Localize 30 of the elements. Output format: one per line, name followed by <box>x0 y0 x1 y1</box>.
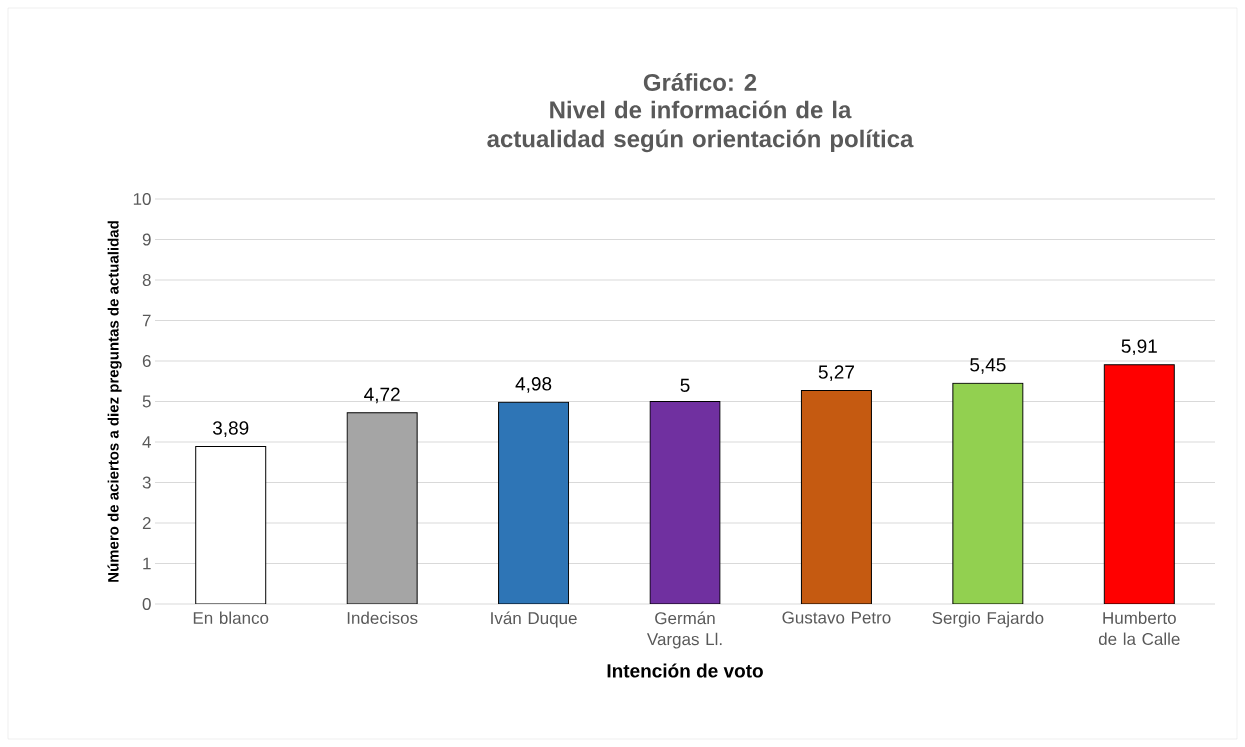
data-label: 5 <box>680 378 690 392</box>
bar <box>498 401 570 604</box>
y-axis-title: Número de aciertos a diez preguntas de actualidad <box>107 221 122 582</box>
x-axis-title: Intención de voto <box>607 663 763 678</box>
x-tick-label: Gustavo Petro <box>782 611 891 624</box>
x-tick-label: Sergio Fajardo <box>932 611 1044 628</box>
chart-subtitle: Nivel de información de la actualidad según orientación política <box>487 100 914 153</box>
y-tick-label: 5 <box>142 395 151 408</box>
x-tick-label: Indecisos <box>347 611 418 625</box>
data-label: 3,89 <box>212 421 249 437</box>
y-tick-label: 9 <box>142 233 151 246</box>
x-tick-label: En blanco <box>193 611 269 625</box>
y-tick-label: 4 <box>142 436 151 448</box>
data-label: 5,91 <box>1121 339 1157 356</box>
y-tick-label: 6 <box>142 354 151 368</box>
y-tick-label: 10 <box>133 192 151 206</box>
data-label: 4,72 <box>364 387 400 404</box>
y-tick-label: 1 <box>143 557 151 570</box>
x-tick-label: Humberto de la Calle <box>1098 611 1180 646</box>
data-label: 5,45 <box>970 358 1006 374</box>
x-tick-label: Iván Duque <box>491 611 577 628</box>
data-label: 4,98 <box>515 377 552 393</box>
y-tick-label: 0 <box>142 597 151 611</box>
data-label: 5,27 <box>818 365 854 382</box>
y-tick-label: 8 <box>142 273 151 287</box>
y-tick-label: 3 <box>142 476 151 489</box>
y-tick-label: 7 <box>142 314 151 327</box>
x-tick-label: Germán Vargas Ll. <box>646 611 722 649</box>
y-tick-label: 2 <box>142 517 151 529</box>
chart-title: Gráfico: 2 <box>643 73 757 91</box>
